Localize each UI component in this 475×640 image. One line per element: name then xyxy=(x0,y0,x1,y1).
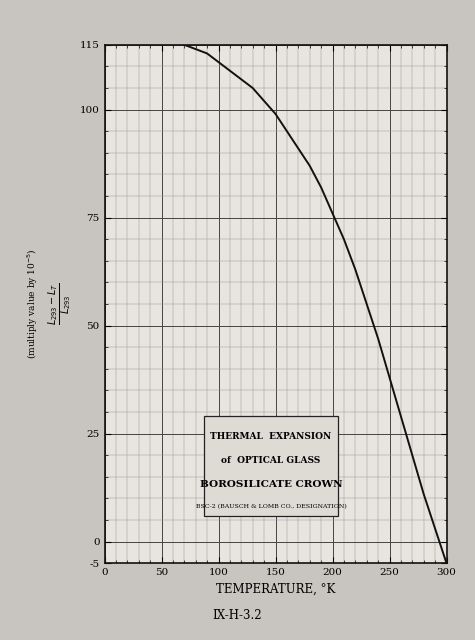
Bar xyxy=(204,416,338,516)
X-axis label: TEMPERATURE, °K: TEMPERATURE, °K xyxy=(216,582,335,596)
Text: BSC-2 (BAUSCH & LOMB CO., DESIGNATION): BSC-2 (BAUSCH & LOMB CO., DESIGNATION) xyxy=(196,504,346,509)
Text: $\frac{L_{293}-L_T}{L_{293}}$: $\frac{L_{293}-L_T}{L_{293}}$ xyxy=(46,283,74,325)
Text: (multiply value by 10$^{-5}$): (multiply value by 10$^{-5}$) xyxy=(26,248,40,360)
Text: BOROSILICATE CROWN: BOROSILICATE CROWN xyxy=(200,480,342,489)
Text: THERMAL  EXPANSION: THERMAL EXPANSION xyxy=(210,432,332,441)
Text: IX-H-3.2: IX-H-3.2 xyxy=(213,609,262,622)
Text: of  OPTICAL GLASS: of OPTICAL GLASS xyxy=(221,456,321,465)
